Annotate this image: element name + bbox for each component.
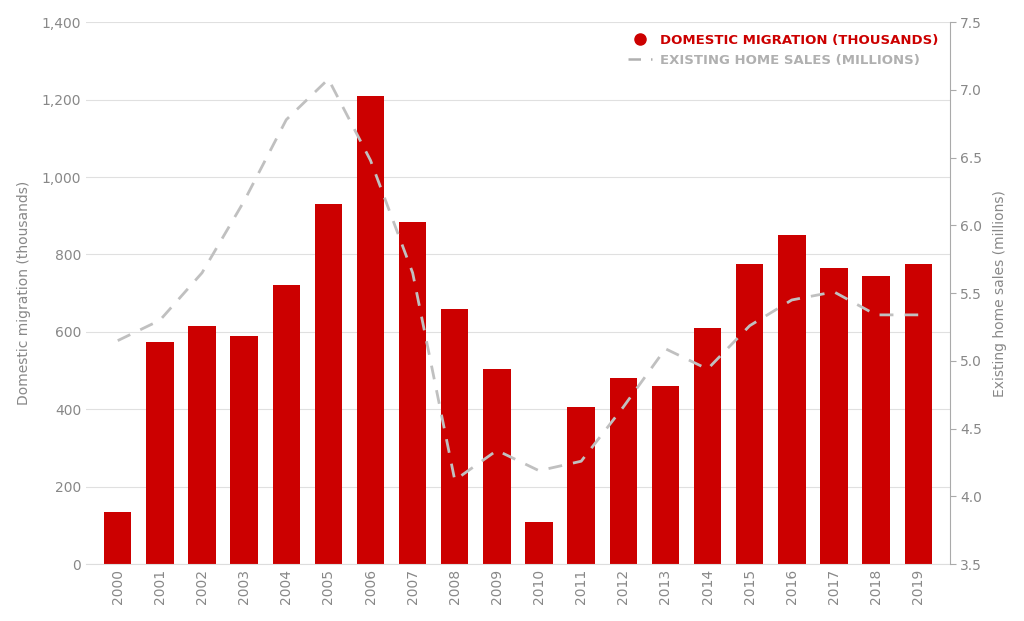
Bar [567,407,595,564]
Bar [314,204,342,564]
Legend: DOMESTIC MIGRATION (THOUSANDS), EXISTING HOME SALES (MILLIONS): DOMESTIC MIGRATION (THOUSANDS), EXISTING… [623,29,943,72]
Y-axis label: Domestic migration (thousands): Domestic migration (thousands) [16,181,31,406]
Bar [904,264,932,564]
Bar [104,512,131,564]
Y-axis label: Existing home sales (millions): Existing home sales (millions) [993,190,1008,397]
Bar [694,328,721,564]
Bar [230,336,258,564]
Bar [441,309,468,564]
Bar [525,522,553,564]
Bar [862,276,890,564]
Bar [272,286,300,564]
Bar [356,96,384,564]
Bar [609,378,637,564]
Bar [820,268,848,564]
Bar [146,342,173,564]
Bar [399,222,426,564]
Bar [651,386,679,564]
Bar [188,326,216,564]
Bar [483,369,511,564]
Bar [736,264,763,564]
Bar [778,235,806,564]
